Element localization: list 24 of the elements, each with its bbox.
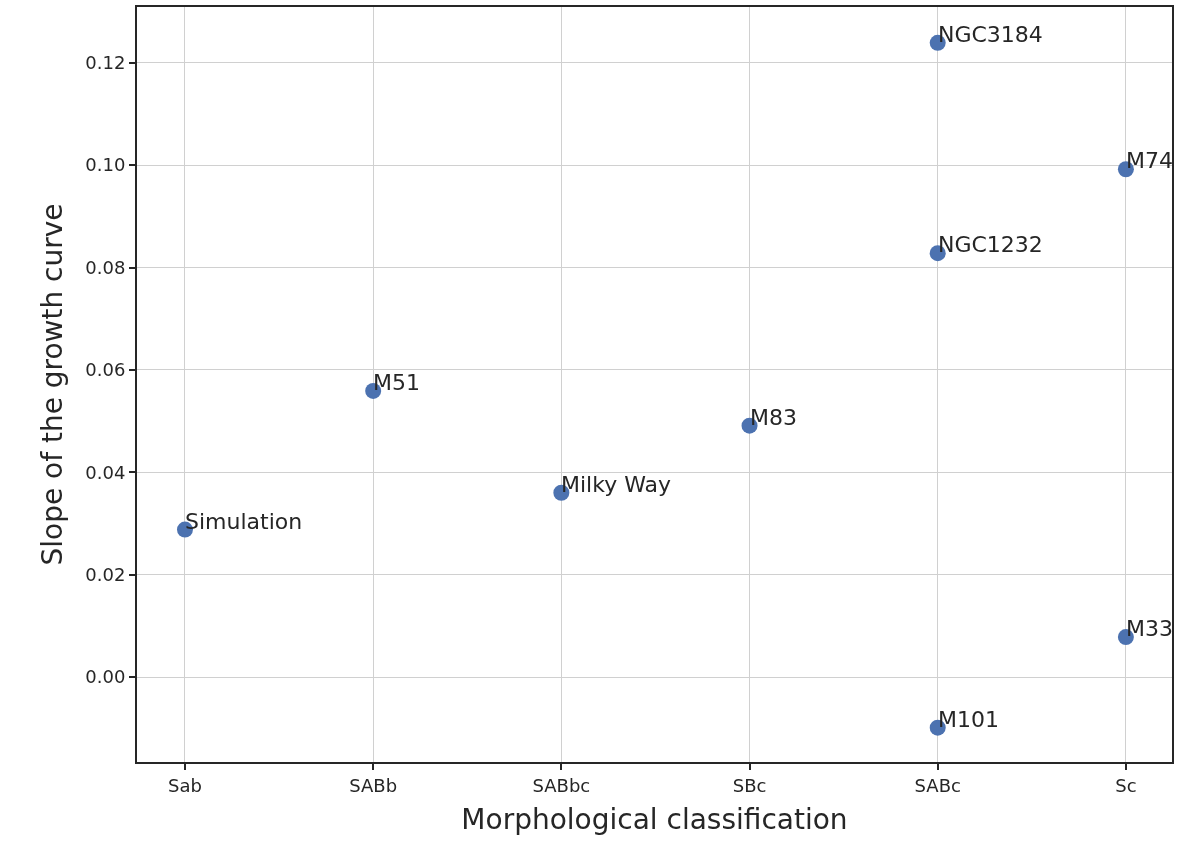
annotation: NGC3184 — [938, 22, 1043, 47]
x-tick-label: SABc — [914, 774, 961, 796]
annotation: M33 — [1126, 616, 1173, 641]
annotation: Simulation — [185, 509, 303, 534]
y-tick-label: 0.08 — [85, 256, 126, 278]
annotation: NGC1232 — [938, 232, 1043, 257]
annotation: M101 — [938, 707, 999, 732]
y-tick-label: 0.02 — [85, 563, 126, 585]
x-tick-label: Sc — [1115, 774, 1137, 796]
y-tick-label: 0.12 — [85, 52, 126, 74]
x-axis-title: Morphological classification — [461, 803, 848, 837]
annotation: M74 — [1126, 148, 1173, 173]
y-tick-label: 0.10 — [85, 154, 126, 176]
y-tick-label: 0.06 — [85, 359, 126, 381]
y-tick-label: 0.00 — [85, 666, 126, 688]
x-tick-label: Sab — [168, 774, 202, 796]
x-tick-label: SBc — [732, 774, 767, 796]
annotation: M51 — [373, 370, 420, 395]
annotation: M83 — [750, 405, 797, 430]
x-tick-label: SABbc — [532, 774, 591, 796]
annotation: Milky Way — [561, 472, 672, 497]
y-tick-label: 0.04 — [85, 461, 126, 483]
y-axis-title: Slope of the growth curve — [35, 203, 69, 566]
x-tick-label: SABb — [349, 774, 398, 796]
